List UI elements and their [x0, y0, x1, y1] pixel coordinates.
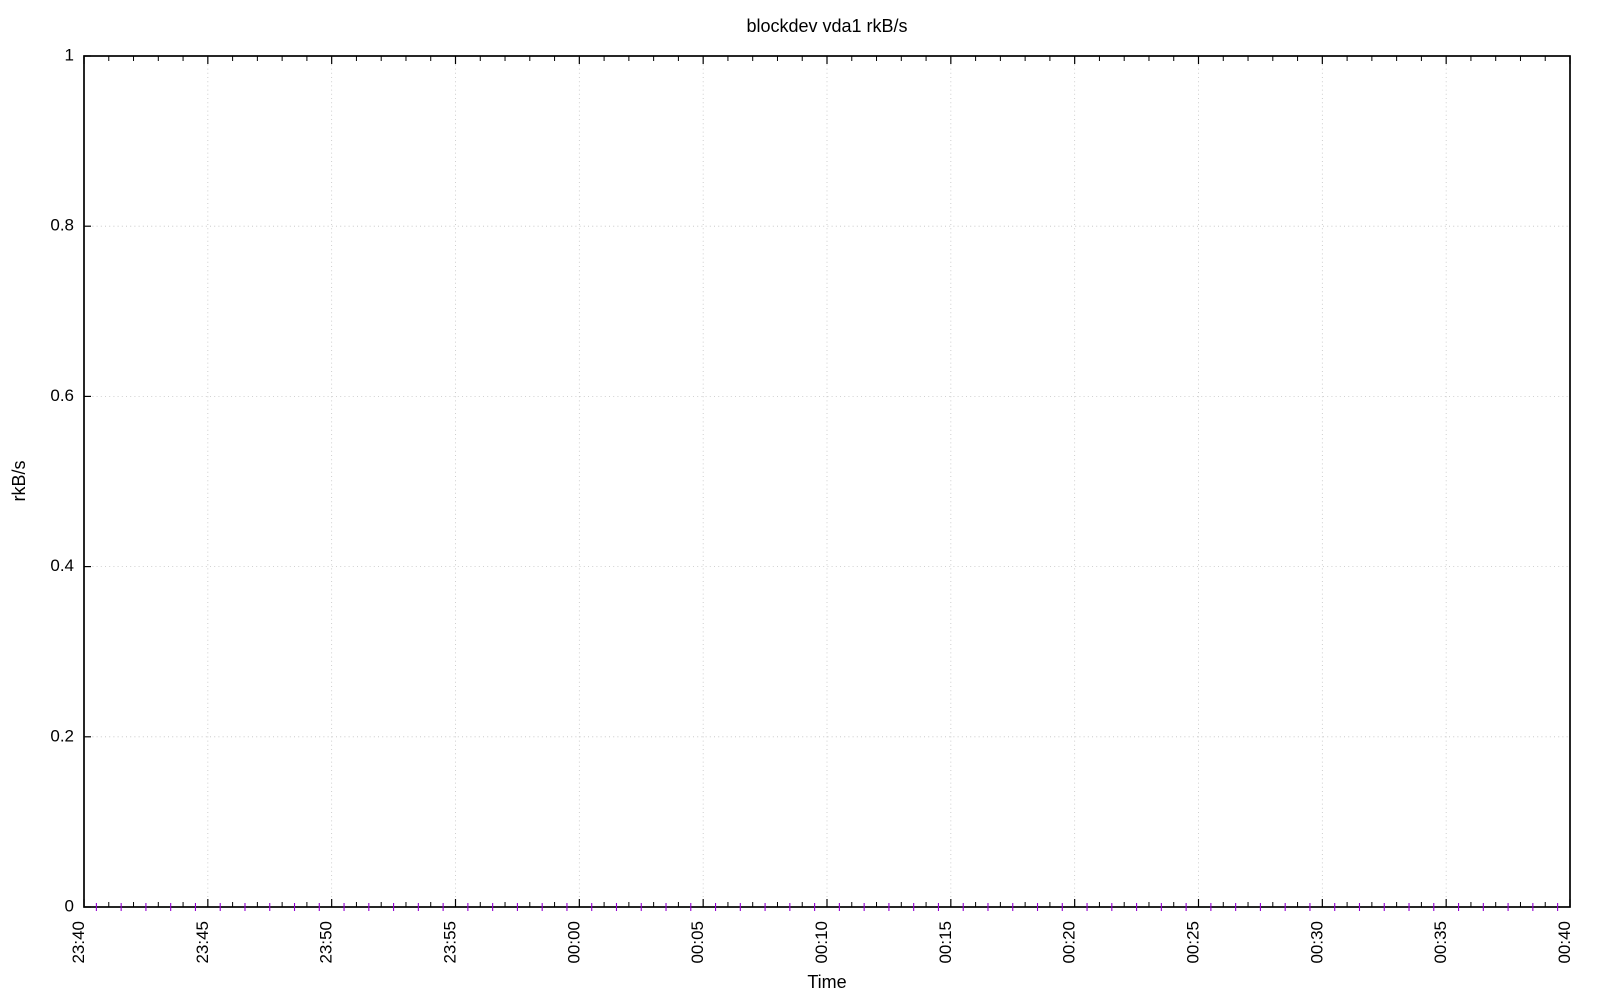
svg-text:0.8: 0.8: [50, 216, 74, 235]
svg-text:00:40: 00:40: [1555, 921, 1574, 964]
svg-text:0.6: 0.6: [50, 386, 74, 405]
svg-text:00:30: 00:30: [1307, 921, 1326, 964]
svg-text:23:45: 23:45: [193, 921, 212, 964]
svg-text:Time: Time: [807, 972, 846, 992]
svg-text:00:00: 00:00: [564, 921, 583, 964]
svg-text:00:10: 00:10: [812, 921, 831, 964]
svg-text:23:50: 23:50: [317, 921, 336, 964]
svg-text:0: 0: [65, 896, 74, 915]
svg-text:00:25: 00:25: [1184, 921, 1203, 964]
svg-text:00:05: 00:05: [688, 921, 707, 964]
svg-text:0.2: 0.2: [50, 726, 74, 745]
svg-text:23:55: 23:55: [441, 921, 460, 964]
svg-text:00:15: 00:15: [936, 921, 955, 964]
svg-text:00:20: 00:20: [1060, 921, 1079, 964]
svg-text:rkB/s: rkB/s: [9, 460, 29, 501]
svg-text:blockdev vda1 rkB/s: blockdev vda1 rkB/s: [746, 16, 907, 36]
svg-text:23:40: 23:40: [69, 921, 88, 964]
svg-text:0.4: 0.4: [50, 556, 74, 575]
svg-text:1: 1: [65, 45, 74, 64]
svg-text:00:35: 00:35: [1431, 921, 1450, 964]
